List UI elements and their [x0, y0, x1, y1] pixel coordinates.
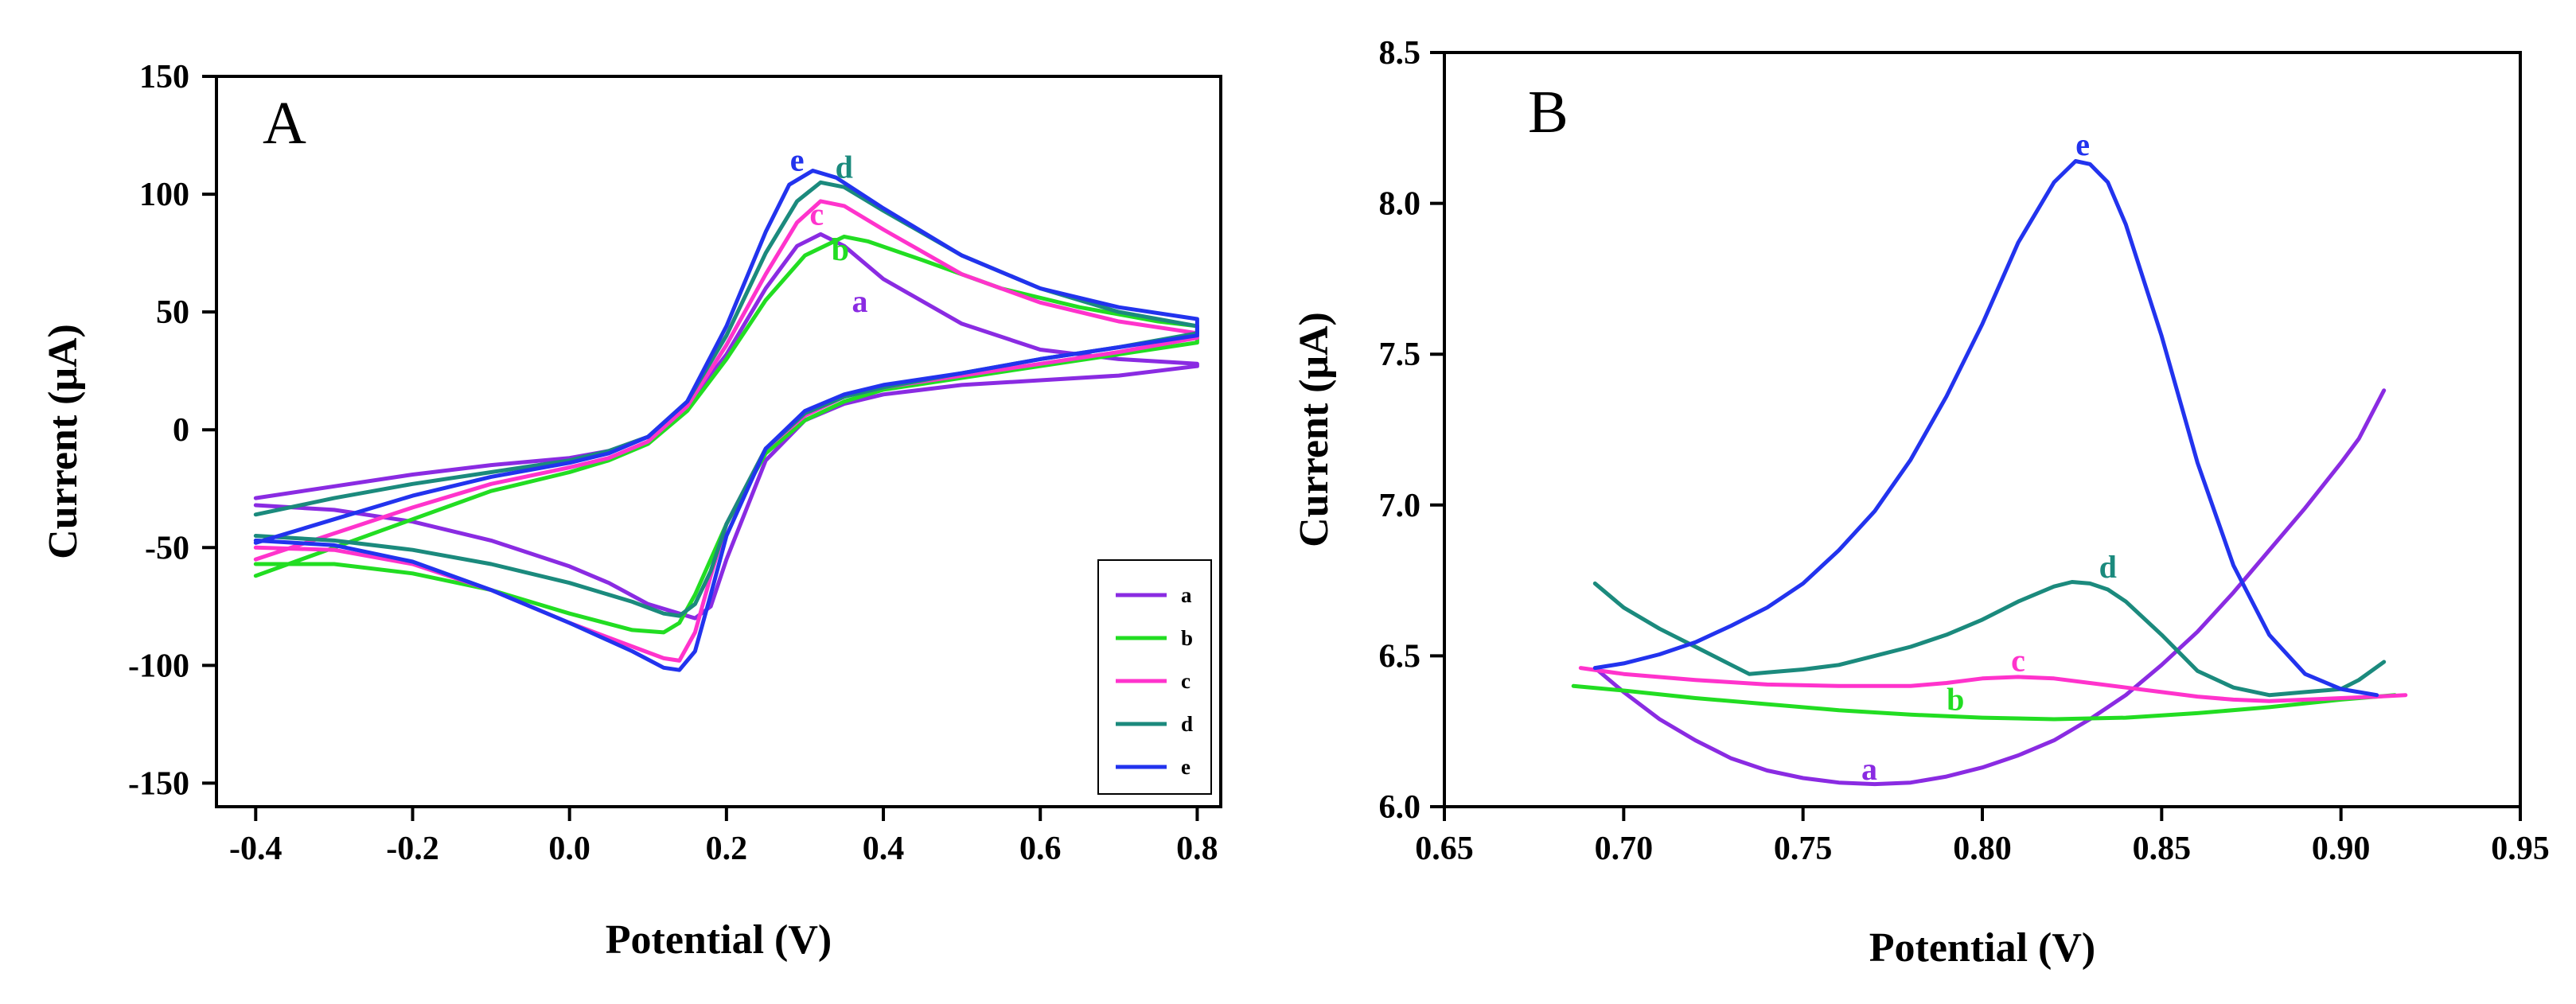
x-tick-label: 0.95 — [2491, 831, 2550, 867]
panel-letter-a: A — [263, 90, 306, 157]
curve-label-b: b — [1947, 682, 1964, 718]
series-line-c — [253, 199, 1199, 663]
curve-label-a: a — [852, 283, 867, 319]
y-tick-label: 150 — [139, 59, 189, 95]
y-tick-label: 6.5 — [1379, 638, 1421, 675]
x-tick-label: 0.75 — [1774, 831, 1833, 867]
y-tick-label: -100 — [128, 648, 189, 684]
x-tick-label: 0.0 — [548, 831, 590, 867]
x-tick-label: 0.80 — [1953, 831, 2012, 867]
series-line-a — [1592, 388, 2387, 787]
curve-label-e: e — [790, 142, 805, 177]
legend-label-c: c — [1181, 669, 1191, 693]
curve-label-b: b — [832, 232, 849, 267]
y-tick-label: 6.0 — [1379, 789, 1421, 826]
series-line-b — [1571, 683, 2397, 722]
y-tick-label: 0 — [173, 412, 189, 449]
chart-panel-a: -0.4 -0.2 0.0 0.2 0.4 0.6 0.8 -150 -100 -50 0 50 100… — [41, 59, 1222, 963]
series-line-d — [253, 180, 1199, 618]
legend-label-b: b — [1181, 626, 1193, 650]
curve-label-d: d — [2099, 549, 2117, 585]
y-tick-label: 7.0 — [1379, 488, 1421, 524]
x-tick-label: 0.65 — [1415, 831, 1474, 867]
y-tick-label: -50 — [145, 530, 189, 566]
x-tick-label: 0.70 — [1595, 831, 1654, 867]
legend-label-d: d — [1181, 712, 1193, 736]
panel-letter-b: B — [1528, 79, 1569, 146]
y-tick-label: 100 — [139, 177, 189, 213]
plot-frame — [215, 75, 1222, 808]
series-line-b — [253, 234, 1199, 635]
curve-label-c: c — [809, 197, 824, 232]
chart-panel-b: 0.65 0.70 0.75 0.80 0.85 0.90 0.95 6.0 6.5 7.0 7.5… — [1292, 35, 2550, 971]
x-tick-label: 0.2 — [706, 831, 748, 867]
y-tick-label: 7.5 — [1379, 337, 1421, 373]
curve-label-e: e — [2075, 126, 2090, 162]
series-line-e — [253, 169, 1199, 672]
x-tick-label: -0.2 — [386, 831, 439, 867]
series-line-d — [1592, 580, 2387, 698]
x-tick-label: 0.90 — [2312, 831, 2371, 867]
curve-label-c: c — [2011, 642, 2025, 678]
y-tick-label: 8.0 — [1379, 186, 1421, 223]
legend-label-a: a — [1181, 583, 1192, 607]
curve-label-a: a — [1861, 751, 1877, 787]
x-tick-label: 0.8 — [1176, 831, 1218, 867]
x-tick-label: 0.6 — [1019, 831, 1062, 867]
curve-label-d: d — [836, 149, 853, 185]
x-axis-title: Potential (V) — [606, 917, 832, 963]
series-line-e — [1592, 159, 2379, 698]
y-axis-title: Current (μA) — [1292, 312, 1337, 547]
x-tick-label: 0.85 — [2133, 831, 2192, 867]
x-tick-label: 0.4 — [863, 831, 905, 867]
x-tick-label: -0.4 — [229, 831, 283, 867]
y-tick-label: 8.5 — [1379, 35, 1421, 72]
legend-box — [1097, 559, 1212, 795]
legend-label-e: e — [1181, 755, 1191, 779]
y-axis-title: Current (μA) — [41, 324, 86, 559]
y-tick-label: 50 — [156, 294, 189, 331]
y-tick-label: -150 — [128, 765, 189, 802]
x-axis-title: Potential (V) — [1869, 925, 2095, 971]
series-line-c — [1578, 666, 2408, 703]
